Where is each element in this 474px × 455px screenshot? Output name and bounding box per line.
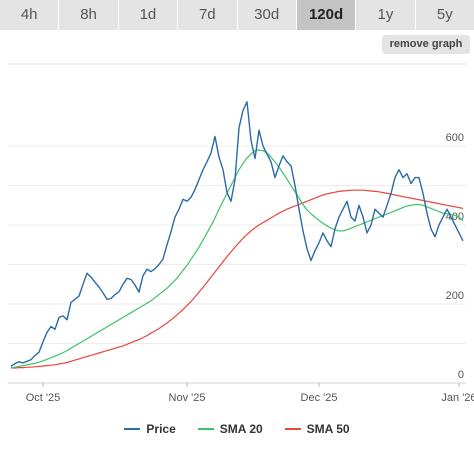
legend-item-price[interactable]: Price xyxy=(124,419,176,439)
range-tab-bar: 4h 8h 1d 7d 30d 120d 1y 5y xyxy=(0,0,474,30)
legend-swatch-price xyxy=(124,428,141,430)
legend-label-price: Price xyxy=(146,422,176,436)
legend-label-sma-20: SMA 20 xyxy=(219,422,263,436)
y-tick-label: 0 xyxy=(458,369,464,381)
tab-1d[interactable]: 1d xyxy=(118,0,179,30)
chart-grid xyxy=(8,63,466,384)
x-tick-label: Jan '26 xyxy=(441,392,474,404)
remove-graph-button[interactable]: remove graph xyxy=(382,35,470,54)
x-tick-label: Nov '25 xyxy=(169,392,206,404)
tab-7d[interactable]: 7d xyxy=(178,0,238,30)
series-line-price xyxy=(10,101,464,367)
tab-4h[interactable]: 4h xyxy=(0,0,60,30)
tab-120d[interactable]: 120d xyxy=(296,0,357,30)
series-line-sma-20 xyxy=(10,149,464,369)
tab-5y[interactable]: 5y xyxy=(415,0,474,30)
y-tick-label: 200 xyxy=(446,290,464,302)
legend-item-sma-50[interactable]: SMA 50 xyxy=(284,419,350,439)
legend-label-sma-50: SMA 50 xyxy=(306,422,350,436)
legend-swatch-sma-50 xyxy=(284,428,301,430)
x-axis: Oct '25 Nov '25 Dec '25 Jan '26 xyxy=(26,383,474,404)
y-tick-label: 600 xyxy=(446,132,464,144)
legend-swatch-sma-20 xyxy=(197,428,214,430)
tab-8h[interactable]: 8h xyxy=(59,0,119,30)
legend-item-sma-20[interactable]: SMA 20 xyxy=(197,419,263,439)
chart-series xyxy=(10,101,464,369)
x-tick-label: Oct '25 xyxy=(26,392,61,404)
tab-1y[interactable]: 1y xyxy=(356,0,416,30)
tab-30d[interactable]: 30d xyxy=(237,0,297,30)
series-line-sma-50 xyxy=(11,189,464,369)
x-tick-label: Dec '25 xyxy=(301,392,338,404)
chart-legend: Price SMA 20 SMA 50 xyxy=(0,419,474,439)
